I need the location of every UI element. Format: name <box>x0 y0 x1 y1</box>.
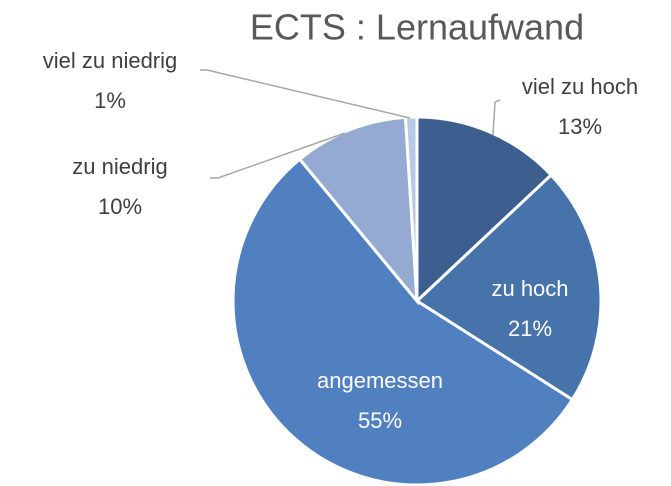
slice-value-label: 10% <box>98 194 142 219</box>
leader-line <box>210 132 346 179</box>
slice-label: zu niedrig <box>72 154 167 179</box>
slice-value-label: 1% <box>94 88 126 113</box>
slice-value-label: 21% <box>508 316 552 341</box>
chart-title: ECTS : Lernaufwand <box>250 7 584 48</box>
slice-value-label: 13% <box>558 114 602 139</box>
slice-value-label: 55% <box>358 408 402 433</box>
pie-slice <box>297 115 419 306</box>
leader-line <box>492 99 501 136</box>
leader-line <box>200 69 411 119</box>
slice-label: zu hoch <box>491 276 568 301</box>
pie-slice <box>231 157 575 486</box>
slice-label: viel zu niedrig <box>43 48 178 73</box>
pie-slice <box>415 115 554 305</box>
slice-label: angemessen <box>317 368 443 393</box>
slice-label: viel zu hoch <box>522 74 638 99</box>
pie-slice <box>414 172 603 402</box>
